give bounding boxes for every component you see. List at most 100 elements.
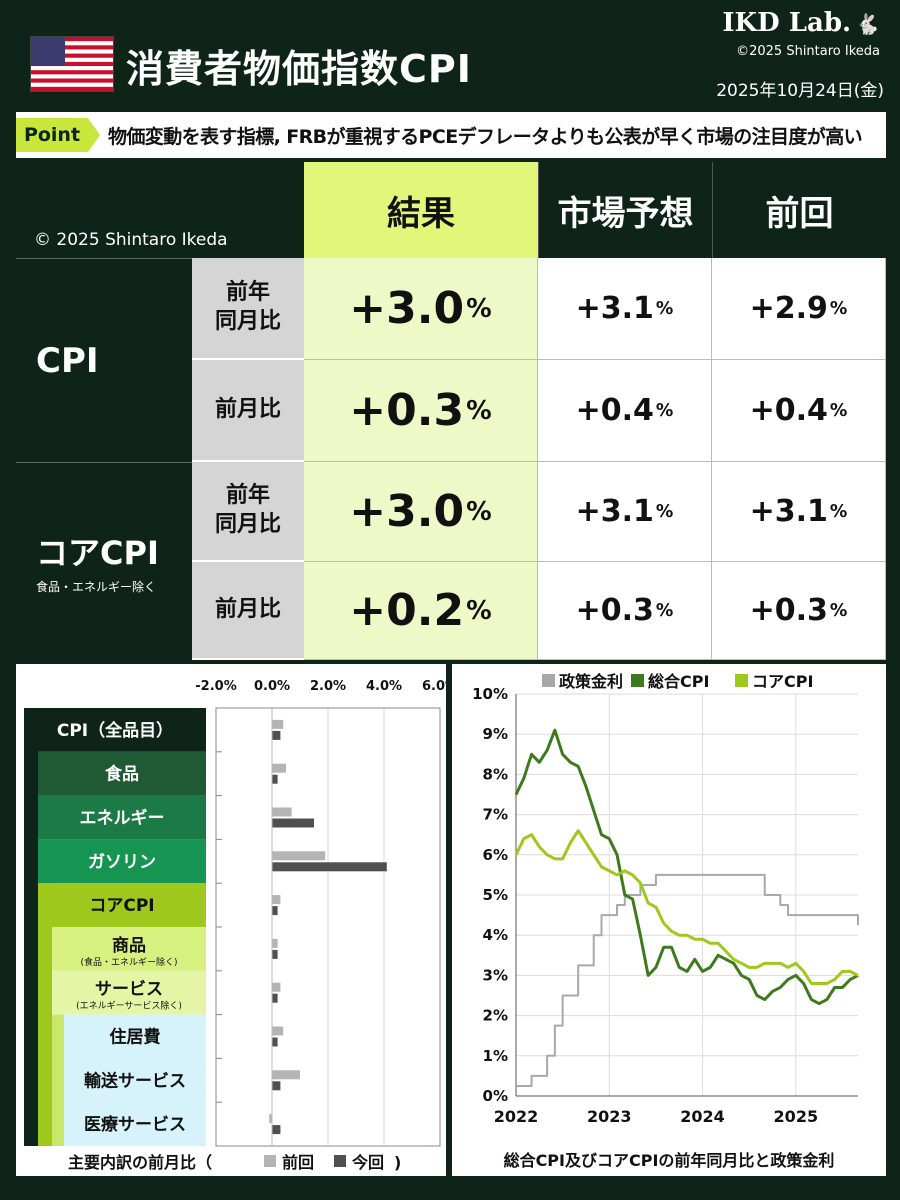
category-label: 商品 xyxy=(112,935,146,956)
bar-current xyxy=(272,862,387,872)
col-previous-header: 前回 xyxy=(712,162,886,258)
category-label-bg xyxy=(24,708,206,752)
legend-swatch xyxy=(631,674,644,687)
col-result-header: 結果 xyxy=(304,162,538,258)
category-label-bg xyxy=(38,883,206,927)
category-label: 食品 xyxy=(105,764,139,785)
x-tick-label: 2022 xyxy=(494,1107,539,1126)
results-table: © 2025 Shintaro Ikeda 結果 市場予想 前回 CPI コアC… xyxy=(16,162,886,660)
bar-previous xyxy=(272,1026,284,1036)
trend-chart-panel: 0% 1% 2% 3% 4% 5% 6% 7% 8% 9% 10% 2022 2023 2024 2025 政… xyxy=(452,664,886,1176)
core-mom-forecast: +0.3% xyxy=(538,562,712,660)
y-tick-label: 10% xyxy=(472,685,508,703)
cpi-yoy-label: 前年 同月比 xyxy=(192,258,304,360)
bar-previous xyxy=(272,982,281,992)
release-date: 2025年10月24日(金) xyxy=(716,81,884,101)
legend-swatch-previous xyxy=(264,1155,276,1167)
bar-current xyxy=(272,993,278,1003)
x-tick-label: 2.0% xyxy=(310,679,346,694)
y-tick-label: 0% xyxy=(483,1087,508,1105)
point-arrow-icon xyxy=(88,118,100,152)
cpi-yoy-previous: +2.9% xyxy=(712,258,886,360)
bar-current xyxy=(272,1037,278,1047)
x-tick-label: 0.0% xyxy=(254,679,290,694)
core-yoy-label: 前年 同月比 xyxy=(192,462,304,562)
category-label: ガソリン xyxy=(88,852,156,872)
bar-current xyxy=(272,818,314,828)
bar-previous xyxy=(272,851,326,861)
category-label: コアCPI xyxy=(89,896,154,916)
x-tick-label: -2.0% xyxy=(195,679,236,694)
category-sublabel: (エネルギーサービス除く) xyxy=(76,1000,182,1012)
series-line-policy-rate xyxy=(516,873,859,1087)
category-label-bg xyxy=(38,795,206,840)
brand-logo: IKD Lab. 🐇 xyxy=(722,8,880,38)
page-title: 消費者物価指数CPI xyxy=(126,47,472,91)
bar-previous xyxy=(272,763,286,773)
series-line-headline-cpi xyxy=(514,728,859,1006)
legend-label: 政策金利 xyxy=(559,672,623,691)
x-tick-label: 6.0% xyxy=(422,679,446,694)
core-mom-label: 前月比 xyxy=(192,562,304,660)
category-label: エネルギー xyxy=(80,809,165,829)
category-label-bg xyxy=(64,1014,206,1059)
trend-line-chart: 0% 1% 2% 3% 4% 5% 6% 7% 8% 9% 10% 2022 2023 2024 2025 政… xyxy=(472,672,859,1170)
core-yoy-previous: +3.1% xyxy=(712,462,886,562)
breakdown-bar-chart: -2.0% 0.0% 2.0% 4.0% 6.0% CPI（全品目） 食品エネルギーガソリン… xyxy=(24,679,458,1172)
x-tick-label: 2024 xyxy=(680,1107,725,1126)
core-mom-previous: +0.3% xyxy=(712,562,886,660)
copyright: ©2025 Shintaro Ikeda xyxy=(736,44,880,59)
y-tick-label: 9% xyxy=(483,725,508,743)
legend-current: 今回 xyxy=(351,1153,384,1172)
breakdown-chart-panel: -2.0% 0.0% 2.0% 4.0% 6.0% CPI（全品目） 食品エネルギーガソリン… xyxy=(16,664,458,1176)
cpi-mom-forecast: +0.4% xyxy=(538,360,712,462)
caption-close: ) xyxy=(394,1153,401,1172)
core-row-label: コアCPI 食品・エネルギー除く xyxy=(16,462,192,660)
y-tick-label: 1% xyxy=(483,1047,508,1065)
y-tick-label: 6% xyxy=(483,846,508,864)
series-line-core-cpi xyxy=(514,829,859,985)
us-flag-icon xyxy=(30,36,114,92)
category-label: CPI（全品目） xyxy=(57,720,173,741)
y-tick-label: 4% xyxy=(483,926,508,944)
bar-previous xyxy=(269,1114,272,1124)
cpi-yoy-result: +3.0% xyxy=(304,258,538,360)
category-strip xyxy=(52,1014,64,1146)
cpi-mom-label: 前月比 xyxy=(192,360,304,462)
x-tick-label: 4.0% xyxy=(366,679,402,694)
bar-previous xyxy=(272,1070,300,1080)
cpi-row-label: CPI xyxy=(16,258,192,462)
x-tick-label: 2025 xyxy=(774,1107,819,1126)
legend-label: 総合CPI xyxy=(648,672,709,691)
category-label: 住居費 xyxy=(110,1027,161,1048)
y-tick-label: 7% xyxy=(483,806,508,824)
cpi-yoy-forecast: +3.1% xyxy=(538,258,712,360)
category-label: 輸送サービス xyxy=(84,1070,186,1091)
category-strip xyxy=(24,708,38,1146)
bar-previous xyxy=(272,807,292,817)
cpi-mom-result: +0.3% xyxy=(304,360,538,462)
category-strip xyxy=(38,883,52,1146)
table-copyright: © 2025 Shintaro Ikeda xyxy=(34,230,228,250)
bar-chart-caption: 主要内訳の前月比（ xyxy=(68,1153,212,1172)
y-tick-label: 5% xyxy=(483,886,508,904)
legend-swatch xyxy=(542,674,555,687)
legend-label: コアCPI xyxy=(752,672,813,691)
category-label-bg xyxy=(52,970,206,1015)
point-tag: Point xyxy=(16,118,88,152)
legend-previous: 前回 xyxy=(282,1153,314,1172)
bar-current xyxy=(272,774,278,784)
category-sublabel: (食品・エネルギー除く) xyxy=(80,956,177,968)
y-tick-label: 3% xyxy=(483,966,508,984)
legend-swatch xyxy=(735,674,748,687)
core-yoy-result: +3.0% xyxy=(304,462,538,562)
cpi-mom-previous: +0.4% xyxy=(712,360,886,462)
bar-previous xyxy=(272,719,284,729)
x-tick-label: 2023 xyxy=(587,1107,632,1126)
point-text: 物価変動を表す指標, FRBが重視するPCEデフレータよりも公表が早く市場の注目… xyxy=(108,126,863,148)
category-label: サービス xyxy=(95,980,163,1000)
point-bar: Point 物価変動を表す指標, FRBが重視するPCEデフレータよりも公表が早… xyxy=(16,112,886,158)
legend-swatch-current xyxy=(334,1155,346,1167)
rabbit-icon: 🐇 xyxy=(855,12,880,36)
bar-previous xyxy=(272,938,278,948)
